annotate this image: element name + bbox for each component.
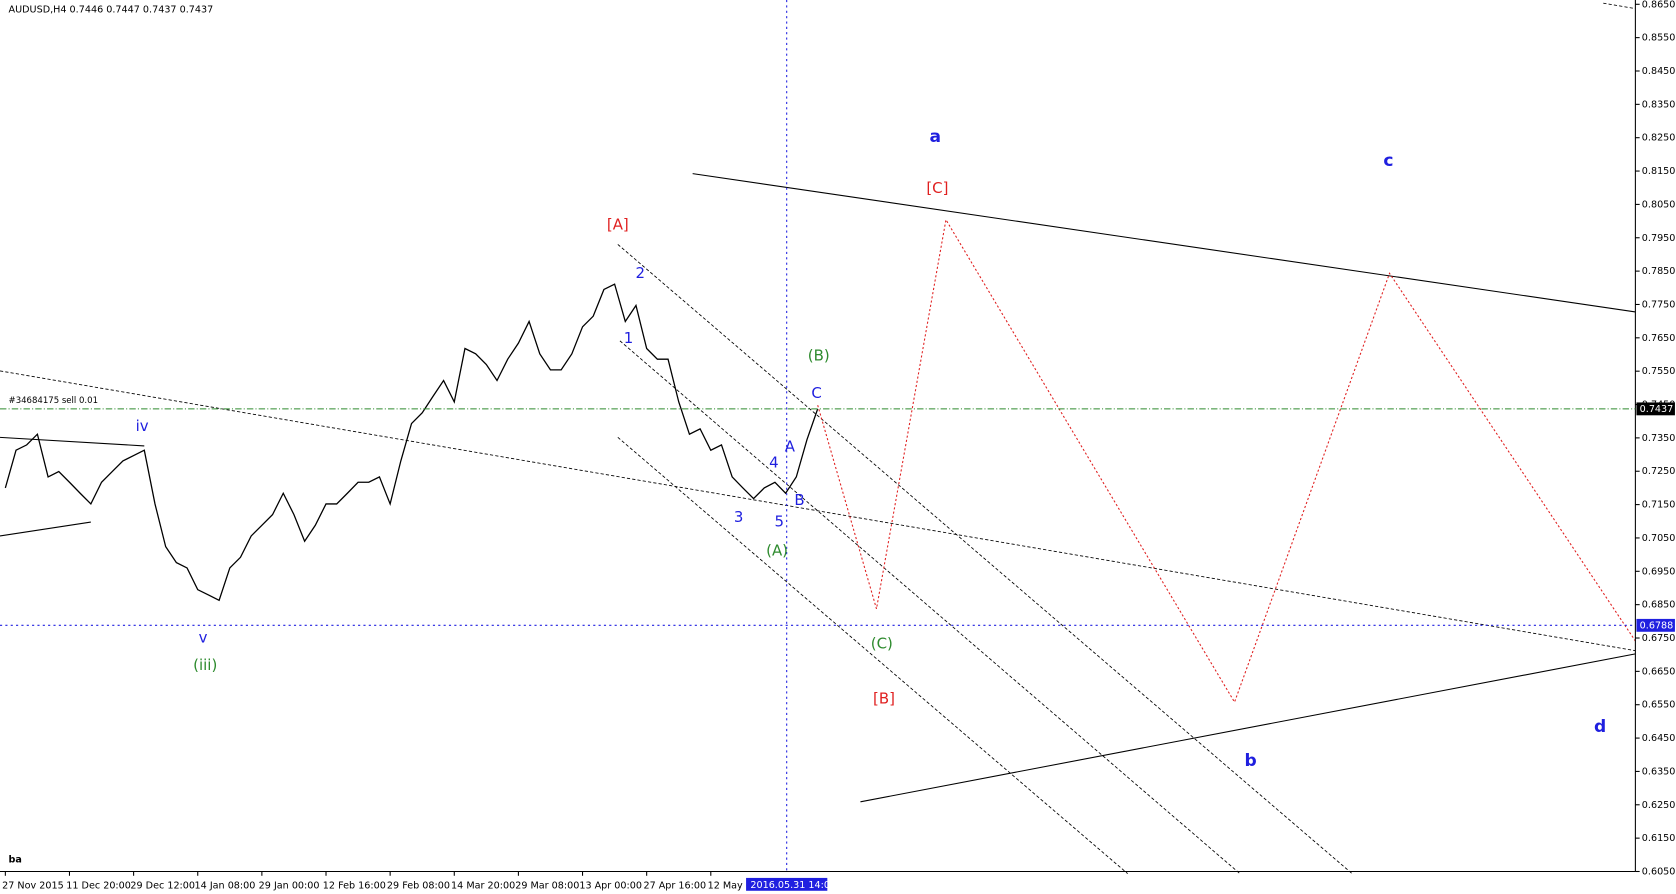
price-badge [1636, 618, 1675, 632]
y-tick-label: 0.8550 [1642, 33, 1676, 44]
price-badge [1636, 402, 1675, 416]
wave-label: d [1594, 717, 1606, 737]
y-tick-label: 0.8150 [1642, 166, 1676, 177]
x-tick-label: 29 Feb 08:00 [387, 880, 450, 891]
x-tick-label: 29 Dec 12:00 [130, 880, 195, 891]
y-tick-label: 0.8250 [1642, 133, 1676, 144]
wave-label: 3 [734, 508, 744, 526]
x-tick-label: 14 Mar 20:00 [451, 880, 515, 891]
price-badge-label: 0.7437 [1640, 404, 1674, 415]
trend-line [860, 653, 1636, 803]
cursor-badge [746, 877, 828, 891]
wave-label: 4 [769, 454, 779, 472]
y-tick-label: 0.6950 [1642, 566, 1676, 577]
order-label: #34684175 sell 0.01 [9, 396, 98, 406]
wave-label: 2 [635, 264, 645, 282]
trend-line [0, 436, 145, 447]
x-tick-label: 27 Nov 2015 [2, 880, 64, 891]
y-tick-label: 0.8450 [1642, 66, 1676, 77]
y-tick-label: 0.8650 [1642, 0, 1676, 10]
dashed-line [617, 244, 1353, 874]
y-tick-label: 0.6750 [1642, 633, 1676, 644]
x-tick-label: 29 Jan 00:00 [259, 880, 320, 891]
dashed-line [617, 437, 1128, 874]
y-tick-label: 0.7750 [1642, 299, 1676, 310]
trend-line [692, 173, 1636, 313]
wave-label: [A] [607, 216, 629, 234]
y-tick-label: 0.6450 [1642, 733, 1676, 744]
y-tick-label: 0.6250 [1642, 800, 1676, 811]
x-tick-label: 12 Feb 16:00 [323, 880, 386, 891]
wave-label: B [794, 491, 804, 509]
wave-label: (iii) [193, 656, 217, 674]
y-tick-label: 0.8050 [1642, 199, 1676, 210]
y-tick-label: 0.6550 [1642, 700, 1676, 711]
y-tick-label: 0.6850 [1642, 600, 1676, 611]
x-tick-label: 14 Jan 08:00 [195, 880, 256, 891]
wave-label: (B) [808, 346, 830, 364]
x-tick-label: 27 Apr 16:00 [643, 880, 706, 891]
y-tick-label: 0.7250 [1642, 466, 1676, 477]
y-tick-label: 0.7350 [1642, 433, 1676, 444]
y-tick-label: 0.8350 [1642, 99, 1676, 110]
wave-label: (A) [766, 541, 788, 559]
trend-line [0, 521, 91, 537]
y-tick-label: 0.7950 [1642, 233, 1676, 244]
wave-label: c [1383, 151, 1393, 171]
x-tick-label: 11 Dec 20:00 [66, 880, 131, 891]
x-tick-label: 13 Apr 00:00 [579, 880, 642, 891]
wave-label: b [1244, 751, 1256, 771]
wave-label: (C) [871, 635, 893, 653]
wave-label: C [811, 384, 821, 402]
x-tick-label: 29 Mar 08:00 [515, 880, 579, 891]
x-tick-label: 12 May 0 [708, 880, 752, 891]
wave-label: [B] [873, 689, 895, 707]
y-tick-label: 0.6050 [1642, 866, 1676, 877]
drawings: ⇩ [0, 0, 1636, 874]
y-tick-label: 0.7150 [1642, 500, 1676, 511]
wave-label: v [199, 628, 208, 646]
chart-title: AUDUSD,H4 0.7446 0.7447 0.7437 0.7437 [9, 5, 214, 16]
y-tick-label: 0.7850 [1642, 266, 1676, 277]
wave-label: 5 [774, 513, 784, 531]
dashed-line [1603, 2, 1636, 9]
y-tick-label: 0.7550 [1642, 366, 1676, 377]
y-tick-label: 0.6150 [1642, 833, 1676, 844]
wave-label: [C] [926, 179, 948, 197]
price-badge-label: 0.6788 [1640, 620, 1674, 631]
dashed-line [0, 370, 1636, 652]
y-tick-label: 0.6350 [1642, 766, 1676, 777]
wave-label: a [930, 127, 942, 147]
cursor-label: 2016.05.31 14:00 [750, 880, 836, 891]
footer: ba [9, 855, 22, 866]
y-tick-label: 0.7050 [1642, 533, 1676, 544]
y-tick-label: 0.7650 [1642, 333, 1676, 344]
price-line [4, 283, 819, 602]
wave-label: 1 [624, 329, 634, 347]
wave-label: A [785, 437, 796, 455]
wave-label: iv [136, 417, 149, 435]
dashed-line [619, 340, 1241, 874]
projection-path [817, 218, 1636, 704]
y-tick-label: 0.6650 [1642, 666, 1676, 677]
